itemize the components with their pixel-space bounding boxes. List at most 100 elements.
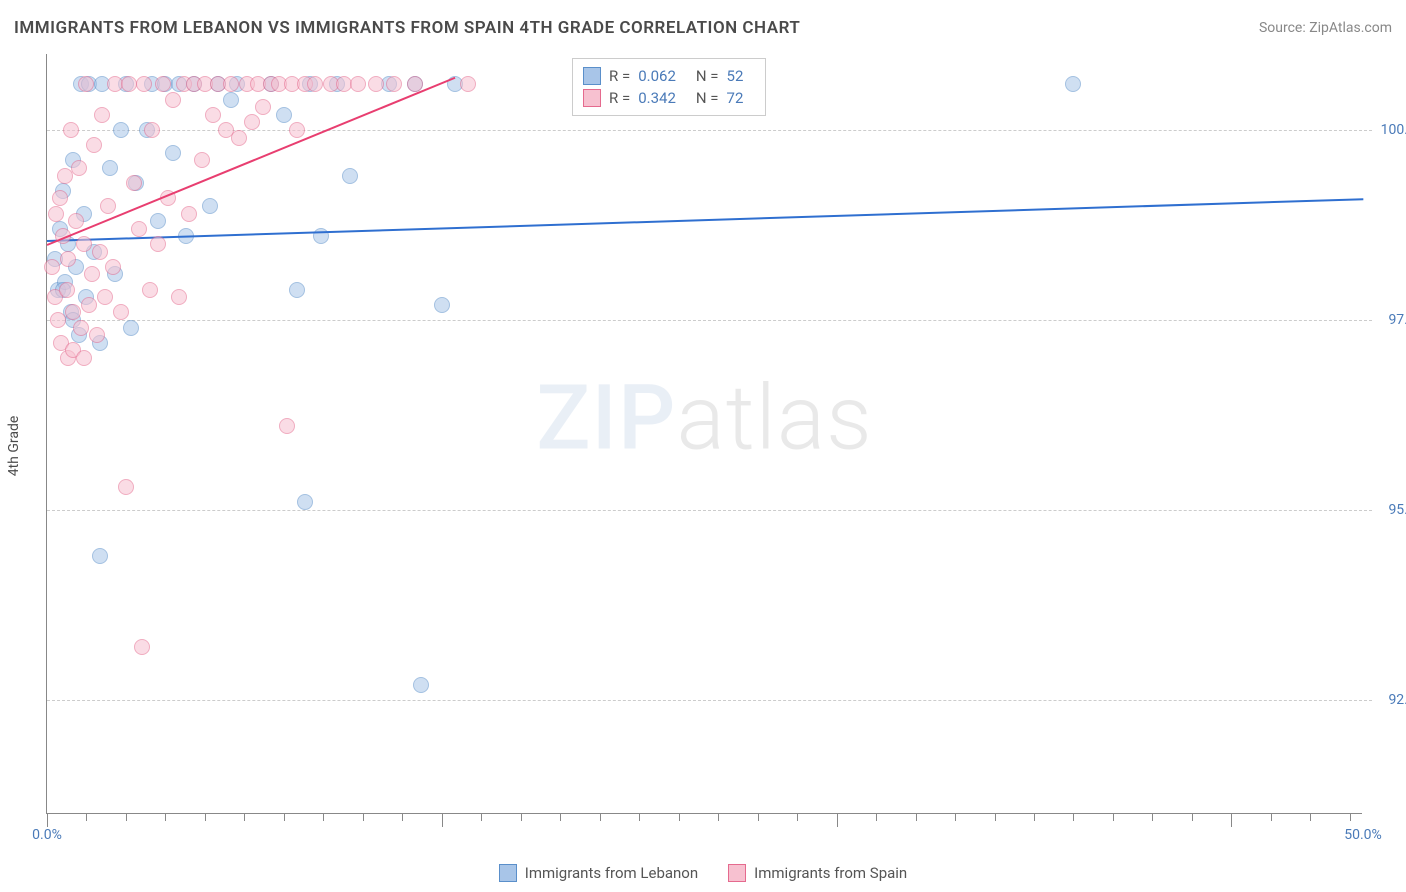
scatter-point-spain <box>205 107 221 123</box>
scatter-point-lebanon <box>202 198 218 214</box>
scatter-point-lebanon <box>1065 76 1081 92</box>
x-tick <box>995 813 996 821</box>
y-tick-label: 100.0% <box>1370 122 1406 138</box>
legend-label-spain: Immigrants from Spain <box>754 864 907 882</box>
x-tick <box>876 813 877 821</box>
scatter-point-spain <box>126 175 142 191</box>
scatter-point-lebanon <box>102 160 118 176</box>
x-tick-label: 0.0% <box>32 827 62 843</box>
scatter-point-lebanon <box>150 213 166 229</box>
y-axis-label: 4th Grade <box>6 416 22 477</box>
scatter-point-spain <box>118 479 134 495</box>
x-tick <box>402 813 403 821</box>
scatter-point-spain <box>350 76 366 92</box>
scatter-point-lebanon <box>434 297 450 313</box>
x-tick <box>916 813 917 821</box>
x-tick <box>521 813 522 821</box>
legend-n-label: N = <box>696 67 719 85</box>
scatter-point-spain <box>63 122 79 138</box>
scatter-point-spain <box>171 289 187 305</box>
scatter-point-spain <box>244 114 260 130</box>
watermark-thin: atlas <box>676 366 872 471</box>
x-tick <box>442 813 443 827</box>
legend-top-row-lebanon: R =0.062N =52 <box>583 65 755 87</box>
scatter-point-spain <box>60 251 76 267</box>
x-tick <box>126 813 127 821</box>
scatter-point-spain <box>165 92 181 108</box>
scatter-point-spain <box>68 213 84 229</box>
legend-n-value: 72 <box>727 89 744 107</box>
scatter-point-spain <box>155 76 171 92</box>
scatter-point-spain <box>121 76 137 92</box>
scatter-point-spain <box>78 76 94 92</box>
trendline-lebanon <box>47 198 1363 242</box>
chart-source: Source: ZipAtlas.com <box>1259 20 1392 36</box>
legend-n-label: N = <box>696 89 719 107</box>
x-tick <box>600 813 601 821</box>
scatter-point-lebanon <box>413 677 429 693</box>
scatter-point-lebanon <box>297 494 313 510</box>
scatter-point-spain <box>59 282 75 298</box>
scatter-point-lebanon <box>165 145 181 161</box>
scatter-point-spain <box>76 350 92 366</box>
x-tick <box>1113 813 1114 821</box>
scatter-point-spain <box>460 76 476 92</box>
x-tick <box>86 813 87 821</box>
scatter-point-lebanon <box>223 92 239 108</box>
x-tick <box>837 813 838 827</box>
scatter-point-spain <box>76 236 92 252</box>
scatter-point-spain <box>94 107 110 123</box>
x-tick <box>323 813 324 821</box>
scatter-point-spain <box>71 160 87 176</box>
scatter-point-spain <box>386 76 402 92</box>
gridline <box>47 510 1372 511</box>
x-tick <box>1310 813 1311 821</box>
x-tick <box>1192 813 1193 821</box>
scatter-point-spain <box>223 76 239 92</box>
legend-label-lebanon: Immigrants from Lebanon <box>525 864 698 882</box>
x-tick <box>244 813 245 821</box>
scatter-point-spain <box>105 259 121 275</box>
scatter-point-spain <box>231 130 247 146</box>
scatter-point-spain <box>81 297 97 313</box>
scatter-point-spain <box>134 639 150 655</box>
scatter-point-spain <box>97 289 113 305</box>
scatter-point-spain <box>44 259 60 275</box>
watermark: ZIPatlas <box>536 366 873 471</box>
scatter-point-spain <box>52 190 68 206</box>
x-tick <box>1034 813 1035 821</box>
scatter-point-spain <box>144 122 160 138</box>
legend-r-label: R = <box>609 89 630 107</box>
scatter-point-spain <box>48 206 64 222</box>
scatter-point-lebanon <box>342 168 358 184</box>
y-tick-label: 97.5% <box>1370 312 1406 328</box>
legend-r-value: 0.342 <box>638 89 676 107</box>
scatter-point-spain <box>131 221 147 237</box>
scatter-point-lebanon <box>113 122 129 138</box>
x-tick <box>1152 813 1153 821</box>
scatter-point-spain <box>194 152 210 168</box>
scatter-point-spain <box>181 206 197 222</box>
legend-swatch-spain <box>583 89 601 107</box>
scatter-point-spain <box>289 122 305 138</box>
x-tick <box>955 813 956 821</box>
y-tick-label: 92.5% <box>1370 692 1406 708</box>
scatter-point-spain <box>279 418 295 434</box>
legend-top-row-spain: R = 0.342 N = 72 <box>583 87 755 109</box>
legend-bottom: Immigrants from Lebanon Immigrants from … <box>0 864 1406 882</box>
x-tick <box>363 813 364 821</box>
scatter-point-spain <box>92 244 108 260</box>
scatter-point-spain <box>113 304 129 320</box>
scatter-point-spain <box>86 137 102 153</box>
x-tick <box>205 813 206 821</box>
x-tick <box>481 813 482 821</box>
x-tick <box>797 813 798 821</box>
scatter-point-spain <box>50 312 66 328</box>
x-tick-label: 50.0% <box>1344 827 1382 843</box>
x-tick <box>1231 813 1232 827</box>
legend-r-value: 0.062 <box>638 67 676 85</box>
x-tick <box>165 813 166 821</box>
legend-swatch-spain <box>728 864 746 882</box>
x-tick <box>718 813 719 821</box>
y-tick-label: 95.0% <box>1370 502 1406 518</box>
